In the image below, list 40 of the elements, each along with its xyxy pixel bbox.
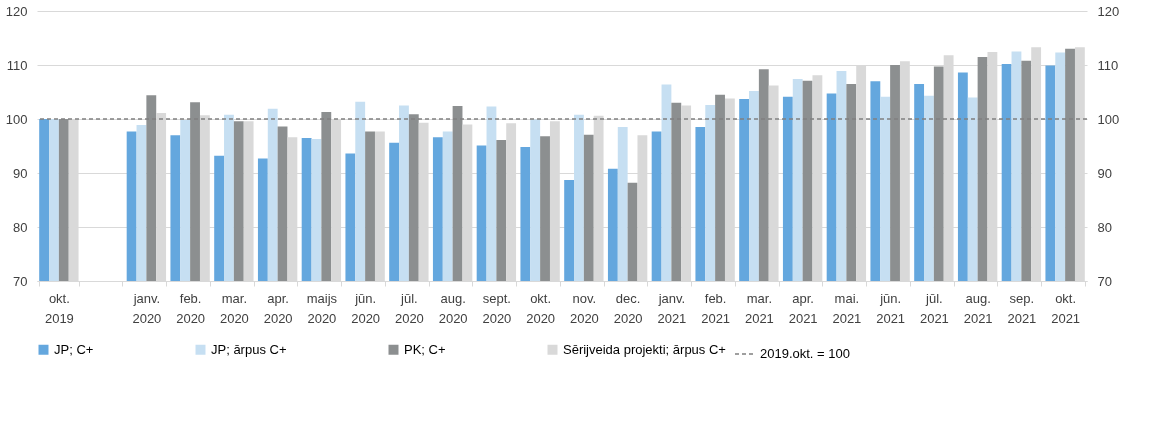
x-tick-label: okt. 2021 [1051, 290, 1081, 326]
legend-label: Sērijveida projekti; ārpus C+ [563, 341, 726, 357]
x-tick-label: apr. 2021 [788, 290, 818, 326]
x-tick-label: maijs 2020 [306, 290, 338, 326]
y-tick-label: 90 [13, 165, 28, 181]
x-tick-label: jūn. 2021 [876, 290, 906, 326]
legend-label: PK; C+ [404, 341, 446, 357]
y2-tick-label: 120 [1097, 3, 1120, 19]
y2-tick-label: 70 [1097, 273, 1112, 289]
x-tick-label: feb. 2021 [701, 290, 731, 326]
legend-label: JP; C+ [54, 341, 94, 357]
x-tick-label: mar. 2020 [219, 290, 249, 326]
x-tick-label: jūl. 2020 [394, 290, 424, 326]
x-tick-label: sept. 2020 [482, 290, 512, 326]
x-tick-label: apr. 2020 [263, 290, 293, 326]
y2-tick-label: 110 [1097, 57, 1119, 73]
y2-tick-label: 100 [1097, 111, 1120, 127]
x-tick-label: mar. 2021 [744, 290, 774, 326]
x-tick-label: janv. 2020 [132, 290, 162, 326]
x-tick-label: mai. 2021 [832, 290, 862, 326]
y2-tick-label: 90 [1097, 165, 1112, 181]
x-tick-label: sep. 2021 [1007, 290, 1037, 326]
y-tick-label: 70 [13, 273, 28, 289]
legend-label: JP; ārpus C+ [211, 341, 287, 357]
x-tick-label: dec. 2020 [613, 290, 643, 326]
x-tick-label: janv. 2021 [657, 290, 687, 326]
y2-tick-label: 80 [1097, 219, 1112, 235]
x-tick-label: aug. 2020 [438, 290, 468, 326]
x-tick-label: aug. 2021 [963, 290, 993, 326]
x-tick-label: okt. 2019 [44, 290, 74, 326]
legend-label: 2019.okt. = 100 [760, 346, 850, 361]
y-tick-label: 120 [5, 3, 28, 19]
x-tick-label: jūn. 2020 [351, 290, 381, 326]
y-tick-label: 100 [5, 111, 28, 127]
x-tick-label: okt. 2020 [526, 290, 556, 326]
x-tick-label: jūl. 2021 [919, 290, 949, 326]
y-tick-label: 110 [6, 57, 28, 73]
x-tick-label: nov. 2020 [569, 290, 599, 326]
x-tick-label: feb. 2020 [176, 290, 206, 326]
y-tick-label: 80 [13, 219, 28, 235]
